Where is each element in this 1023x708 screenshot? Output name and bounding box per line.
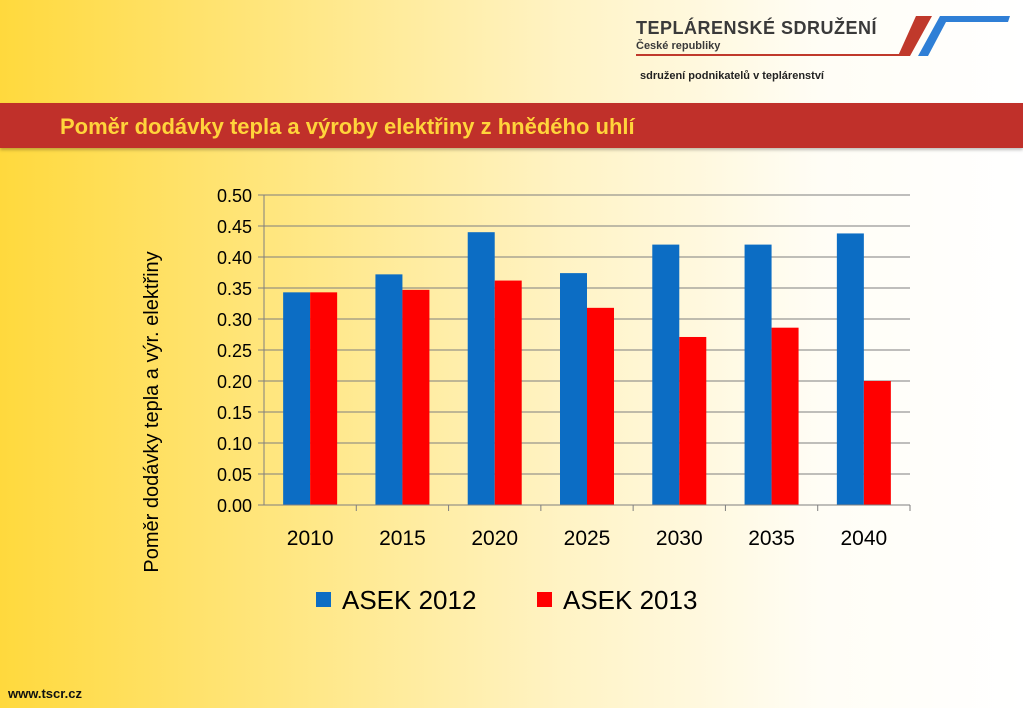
- y-tick-label: 0.05: [217, 465, 252, 485]
- x-tick-label: 2020: [471, 527, 518, 550]
- legend-swatch: [316, 592, 331, 607]
- bar-asek-2013: [494, 280, 522, 505]
- org-name: TEPLÁRENSKÉ SDRUŽENÍ: [636, 18, 878, 38]
- bar-asek-2013: [587, 307, 614, 505]
- y-tick-label: 0.20: [217, 372, 252, 392]
- x-tick-label: 2030: [656, 527, 703, 550]
- org-tagline: sdružení podnikatelů v teplárenství: [640, 70, 824, 82]
- x-tick-labels: 2010 2015 2020 2025 2030 2035 2040: [287, 527, 887, 550]
- bar-asek-2013: [310, 292, 338, 505]
- x-tick-label: 2025: [564, 527, 611, 550]
- bar-asek-2012: [467, 232, 495, 505]
- bars: [283, 232, 891, 505]
- y-tick-label: 0.10: [217, 434, 252, 454]
- slide-title: Poměr dodávky tepla a výroby elektřiny z…: [60, 114, 635, 139]
- bar-asek-2012: [283, 292, 311, 505]
- bar-asek-2013: [771, 327, 799, 505]
- y-tick-label: 0.35: [217, 279, 252, 299]
- logo-rule: [636, 54, 906, 56]
- legend: ASEK 2012 ASEK 2013: [316, 585, 697, 615]
- logo: TEPLÁRENSKÉ SDRUŽENÍ České republiky sdr…: [636, 12, 1016, 92]
- org-subtitle: České republiky: [636, 40, 721, 52]
- bar-asek-2012: [560, 273, 587, 505]
- bar-asek-2012: [744, 244, 772, 505]
- x-tick-label: 2015: [379, 527, 426, 550]
- y-tick-label: 0.25: [217, 341, 252, 361]
- y-tick-label: 0.15: [217, 403, 252, 423]
- x-tick-label: 2010: [287, 527, 334, 550]
- y-tick-label: 0.40: [217, 248, 252, 268]
- bar-asek-2013: [402, 289, 430, 505]
- legend-swatch: [537, 592, 552, 607]
- bar-asek-2012: [375, 274, 403, 505]
- y-tick-label: 0.50: [217, 186, 252, 206]
- x-tick-label: 2040: [840, 527, 887, 550]
- x-tick-label: 2035: [748, 527, 795, 550]
- bar-asek-2013: [679, 336, 707, 505]
- legend-label: ASEK 2012: [342, 585, 476, 615]
- axes: [263, 195, 911, 511]
- y-tick-labels: 0.00 0.05 0.10 0.15 0.20 0.25 0.30 0.35 0.40 0.45…: [217, 186, 252, 516]
- bar-asek-2012: [836, 233, 864, 505]
- y-tick-label: 0.45: [217, 217, 252, 237]
- y-axis-label: Poměr dodávky tepla a výr. elektřiny: [141, 251, 163, 572]
- bar-asek-2012: [652, 244, 680, 505]
- legend-label: ASEK 2013: [563, 585, 697, 615]
- y-tick-label: 0.30: [217, 310, 252, 330]
- y-tick-label: 0.00: [217, 496, 252, 516]
- bar-asek-2013: [863, 381, 891, 505]
- footer-url: www.tscr.cz: [8, 686, 82, 701]
- title-banner: Poměr dodávky tepla a výroby elektřiny z…: [0, 103, 1023, 148]
- logo-stripes-icon: [898, 16, 1010, 56]
